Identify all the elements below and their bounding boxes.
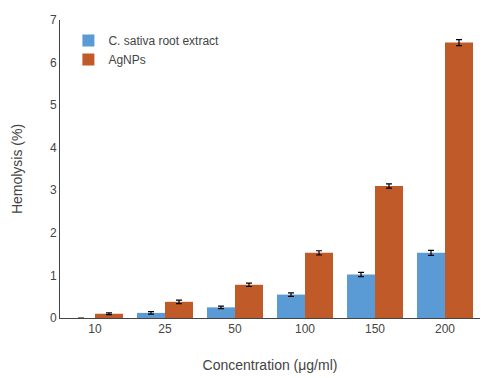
- svg-text:25: 25: [158, 322, 172, 336]
- svg-text:Hemolysis (%): Hemolysis (%): [9, 124, 25, 214]
- svg-text:10: 10: [88, 322, 102, 336]
- svg-text:2: 2: [50, 226, 57, 240]
- svg-text:AgNPs: AgNPs: [108, 53, 145, 67]
- svg-text:150: 150: [365, 322, 385, 336]
- svg-text:7: 7: [50, 13, 57, 27]
- svg-text:50: 50: [228, 322, 242, 336]
- svg-text:0: 0: [50, 311, 57, 325]
- svg-text:1: 1: [50, 269, 57, 283]
- svg-text:5: 5: [50, 98, 57, 112]
- svg-text:6: 6: [50, 56, 57, 70]
- svg-text:100: 100: [295, 322, 315, 336]
- svg-text:3: 3: [50, 183, 57, 197]
- svg-text:Concentration (μg/ml): Concentration (μg/ml): [203, 357, 338, 373]
- svg-text:200: 200: [435, 322, 455, 336]
- svg-text:4: 4: [50, 141, 57, 155]
- svg-text:C. sativa root extract: C. sativa root extract: [108, 34, 219, 48]
